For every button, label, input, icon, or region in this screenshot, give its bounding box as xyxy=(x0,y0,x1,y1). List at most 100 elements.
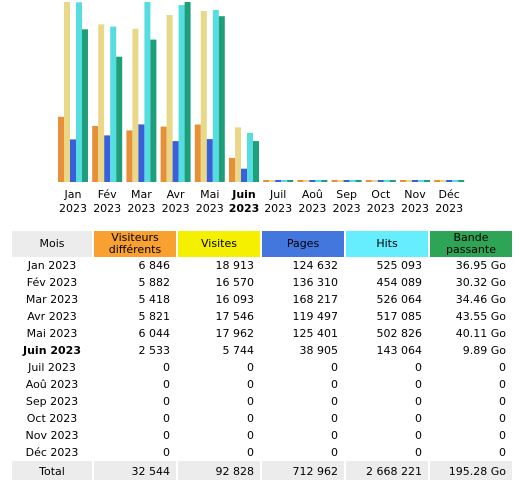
bar-visites xyxy=(98,24,105,182)
bar-pages xyxy=(377,180,384,182)
bar-visites xyxy=(371,180,378,182)
header-hits: Hits xyxy=(346,231,428,257)
cell-hits: 0 xyxy=(415,446,422,459)
bar-visites xyxy=(200,11,207,182)
cell-pages: 0 xyxy=(331,378,338,391)
cell-pages: 0 xyxy=(331,395,338,408)
bar-bande xyxy=(218,16,225,183)
cell-hits: 454 089 xyxy=(376,276,423,289)
bar-hits xyxy=(144,2,151,182)
bar-pages xyxy=(446,180,453,182)
bar-bande xyxy=(355,180,362,182)
bar-visiteurs xyxy=(434,180,441,182)
bar-hits xyxy=(383,180,390,182)
bar-pages xyxy=(104,135,111,182)
bar-visites xyxy=(406,180,412,182)
x-tick-year: 2023 xyxy=(333,202,361,215)
bar-visites xyxy=(269,180,276,182)
bar-pages xyxy=(241,168,247,182)
bar-visiteurs xyxy=(229,157,235,182)
cell-bande: 0 xyxy=(499,429,506,442)
header-visiteurs: Visiteurs différents xyxy=(94,231,176,257)
header-mois: Mois xyxy=(12,231,92,257)
cell-pages: 124 632 xyxy=(292,259,339,272)
cell-hits: 502 826 xyxy=(376,327,423,340)
cell-visites: 0 xyxy=(247,429,254,442)
cell-pages: 125 401 xyxy=(292,327,339,340)
bar-hits xyxy=(212,10,219,182)
cell-bande: 0 xyxy=(499,412,506,425)
cell-visites: 0 xyxy=(247,446,254,459)
cell-visiteurs: 5 418 xyxy=(138,293,171,306)
cell-bande: 30.32 Go xyxy=(455,276,506,289)
cell-visiteurs: 6 044 xyxy=(138,327,171,340)
cell-visiteurs: 6 846 xyxy=(138,259,171,272)
cell-hits: 0 xyxy=(415,378,422,391)
cell-visites: 0 xyxy=(247,361,254,374)
bar-bande xyxy=(424,180,430,182)
bar-bande xyxy=(321,180,328,182)
monthly-stats-table: Mois Visiteurs différents Visites Pages … xyxy=(10,231,514,480)
cell-visites: 0 xyxy=(247,378,254,391)
table-row: Aoû 2023 0 0 0 0 0 xyxy=(12,376,512,393)
cell-visiteurs: 5 882 xyxy=(138,276,171,289)
bar-bande xyxy=(253,141,259,182)
bar-visiteurs xyxy=(92,126,99,182)
bar-bande xyxy=(184,2,191,182)
cell-pages: 168 217 xyxy=(292,293,339,306)
bar-pages xyxy=(138,124,145,182)
x-tick-year: 2023 xyxy=(229,202,260,215)
bar-pages xyxy=(343,180,350,182)
bar-visiteurs xyxy=(126,130,133,182)
table-row: Jan 2023 6 846 18 913 124 632 525 093 36.95 G… xyxy=(12,257,512,274)
bar-visiteurs xyxy=(297,180,304,182)
bar-bande xyxy=(287,180,294,182)
table-row: Juil 2023 0 0 0 0 0 xyxy=(12,359,512,376)
cell-bande: 36.95 Go xyxy=(455,259,506,272)
cell-mois: Mar 2023 xyxy=(25,293,79,306)
header-visites: Visites xyxy=(178,231,260,257)
bar-visiteurs xyxy=(331,180,338,182)
x-tick-month: Mar xyxy=(131,188,152,201)
bar-pages xyxy=(309,180,316,182)
x-tick-month: Avr xyxy=(167,188,185,201)
total-visites: 92 828 xyxy=(178,461,260,480)
cell-bande: 9.89 Go xyxy=(462,344,506,357)
x-tick-month: Mai xyxy=(200,188,219,201)
table-row: Oct 2023 0 0 0 0 0 xyxy=(12,410,512,427)
cell-bande: 40.11 Go xyxy=(455,327,506,340)
cell-mois: Sep 2023 xyxy=(25,395,79,408)
cell-pages: 38 905 xyxy=(299,344,339,357)
bar-visites xyxy=(132,28,139,182)
cell-hits: 526 064 xyxy=(376,293,423,306)
cell-bande: 0 xyxy=(499,446,506,459)
bar-visiteurs xyxy=(58,116,64,182)
cell-visites: 17 546 xyxy=(215,310,255,323)
cell-visiteurs: 2 533 xyxy=(138,344,171,357)
table-total-row: Total 32 544 92 828 712 962 2 668 221 195.28 … xyxy=(12,461,512,480)
bar-hits xyxy=(110,26,117,182)
table-row: Mai 2023 6 044 17 962 125 401 502 826 40.11 G… xyxy=(12,325,512,342)
cell-pages: 119 497 xyxy=(292,310,339,323)
x-tick-year: 2023 xyxy=(59,202,87,215)
bar-visites xyxy=(337,180,344,182)
cell-visites: 16 093 xyxy=(215,293,255,306)
cell-hits: 143 064 xyxy=(376,344,423,357)
x-tick-year: 2023 xyxy=(127,202,155,215)
cell-hits: 525 093 xyxy=(376,259,423,272)
cell-visiteurs: 0 xyxy=(163,361,170,374)
x-tick-month: Juin xyxy=(231,188,256,201)
bar-bande xyxy=(458,180,465,182)
cell-visites: 0 xyxy=(247,395,254,408)
x-tick-month: Fév xyxy=(98,188,117,201)
cell-mois: Mai 2023 xyxy=(26,327,78,340)
x-tick-month: Oct xyxy=(371,188,391,201)
cell-pages: 0 xyxy=(331,412,338,425)
bar-hits xyxy=(349,180,356,182)
bar-bande xyxy=(150,39,157,182)
x-tick-month: Nov xyxy=(404,188,426,201)
table-row: Avr 2023 5 821 17 546 119 497 517 085 43.55 G… xyxy=(12,308,512,325)
bar-visiteurs xyxy=(365,180,372,182)
bar-pages xyxy=(206,139,213,182)
bar-hits xyxy=(452,180,459,182)
